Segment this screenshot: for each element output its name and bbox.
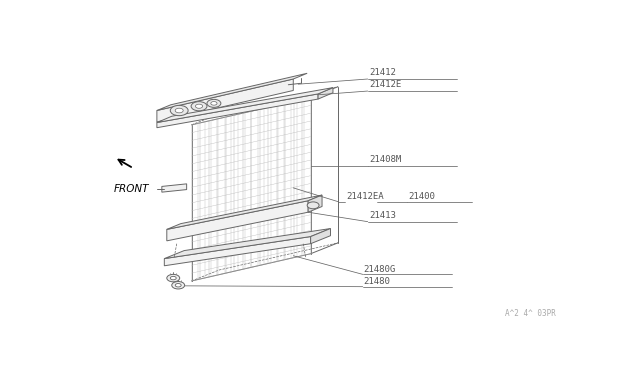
Circle shape [170, 276, 176, 280]
Polygon shape [308, 195, 322, 212]
Circle shape [191, 102, 207, 111]
Text: 21400: 21400 [408, 192, 435, 201]
Circle shape [175, 283, 181, 287]
Text: 21408M: 21408M [369, 155, 401, 164]
Circle shape [175, 108, 183, 113]
Polygon shape [157, 94, 318, 128]
Text: 21412EA: 21412EA [346, 192, 383, 201]
Polygon shape [164, 228, 330, 259]
Polygon shape [167, 201, 308, 241]
Text: 21412: 21412 [369, 68, 396, 77]
Polygon shape [310, 228, 330, 244]
Text: 21480: 21480 [364, 277, 390, 286]
Polygon shape [318, 87, 333, 99]
Text: A^2 4^ 03PR: A^2 4^ 03PR [506, 309, 556, 318]
Circle shape [195, 104, 203, 108]
Circle shape [211, 102, 217, 105]
Circle shape [167, 275, 180, 282]
Polygon shape [157, 73, 307, 110]
Polygon shape [167, 195, 322, 230]
Text: 21480G: 21480G [364, 264, 396, 273]
Text: 21412E: 21412E [369, 80, 401, 89]
Circle shape [170, 105, 188, 116]
Polygon shape [157, 87, 333, 122]
Polygon shape [157, 79, 293, 122]
Polygon shape [162, 184, 187, 192]
Circle shape [172, 282, 185, 289]
Text: FRONT: FRONT [113, 184, 149, 194]
Polygon shape [164, 237, 310, 266]
Circle shape [307, 202, 319, 209]
Text: 21413: 21413 [369, 211, 396, 219]
Circle shape [207, 99, 221, 108]
